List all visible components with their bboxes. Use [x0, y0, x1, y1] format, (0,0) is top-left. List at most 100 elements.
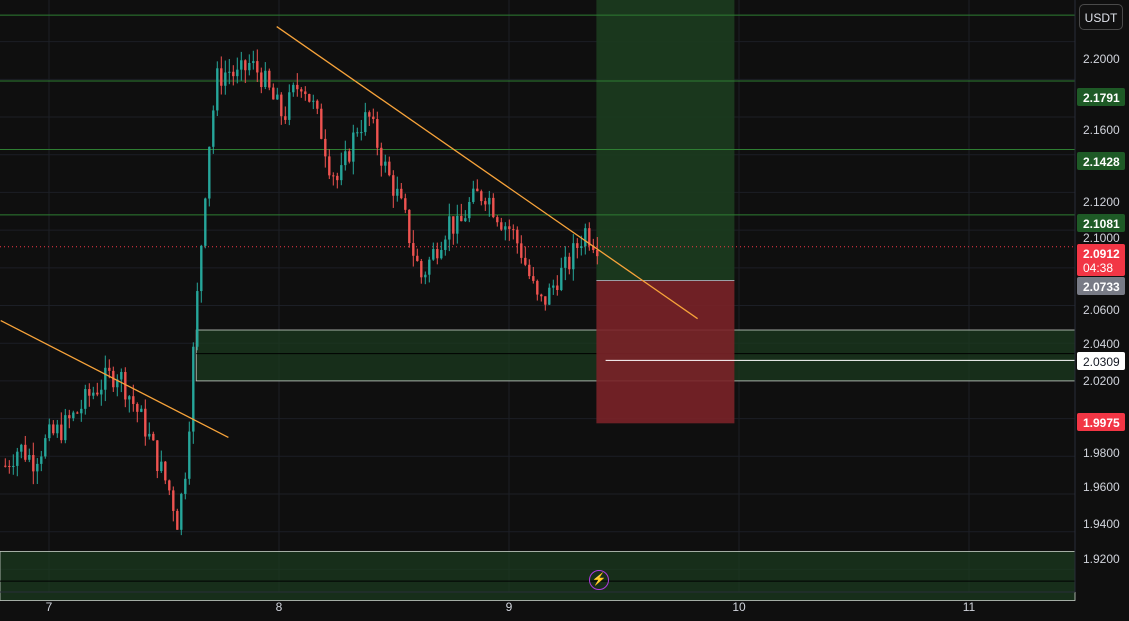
- candle-body: [564, 256, 567, 268]
- candle-body: [180, 493, 183, 530]
- candle-body: [208, 146, 211, 199]
- time-tick: 10: [732, 600, 746, 614]
- candle-body: [480, 191, 483, 202]
- price-tags: 2.1791 2.1428 2.1081 2.0912 04:38 2.0733…: [1077, 88, 1125, 431]
- candle-body: [152, 433, 155, 441]
- price-tick: 2.1000: [1083, 231, 1120, 245]
- price-scale[interactable]: 2.2000 2.1600 2.1200 2.1000 2.0600 2.040…: [1083, 52, 1120, 566]
- candle-body: [532, 276, 535, 281]
- candle-body: [584, 228, 587, 247]
- currency-button[interactable]: USDT: [1079, 4, 1123, 30]
- candle-body: [488, 197, 491, 205]
- candle-body: [296, 84, 299, 90]
- candle-body: [512, 229, 515, 231]
- candle-body: [388, 161, 391, 176]
- tp2-tag: [1077, 88, 1125, 106]
- candle-body: [140, 408, 143, 412]
- candle-body: [160, 461, 163, 472]
- trendline: [276, 26, 698, 320]
- candle-body: [324, 138, 327, 157]
- tp1-tag: [1077, 152, 1125, 170]
- trendline: [0, 320, 229, 439]
- candle-body: [268, 70, 271, 88]
- candle-body: [8, 465, 11, 468]
- candle-body: [316, 100, 319, 109]
- candle-body: [492, 197, 495, 218]
- candle-body: [392, 175, 395, 196]
- candle-body: [336, 175, 339, 181]
- candle-body: [320, 108, 323, 139]
- candle-body: [408, 209, 411, 244]
- candle-body: [424, 274, 427, 278]
- candle-body: [284, 116, 287, 120]
- candle-body: [464, 218, 467, 222]
- mid-tag-label: 2.0309: [1083, 355, 1120, 369]
- candle-body: [396, 188, 399, 196]
- candle-body: [248, 62, 251, 71]
- candle-body: [264, 70, 267, 88]
- candle-body: [348, 151, 351, 162]
- time-tick: 8: [276, 600, 283, 614]
- candle-body: [472, 188, 475, 202]
- candle-body: [176, 510, 179, 530]
- candle-body: [572, 243, 575, 270]
- trendlines-layer[interactable]: [0, 26, 698, 439]
- candle-body: [328, 156, 331, 176]
- candle-body: [360, 132, 363, 134]
- candle-body: [172, 490, 175, 511]
- candle-body: [116, 379, 119, 388]
- candle-body: [216, 68, 219, 111]
- candle-body: [500, 222, 503, 230]
- time-tick: 7: [46, 600, 53, 614]
- zone-lower: [0, 551, 1076, 601]
- candle-body: [524, 257, 527, 265]
- candle-body: [84, 389, 87, 409]
- long-position-tool[interactable]: [596, 0, 735, 424]
- candle-body: [12, 465, 15, 468]
- candle-body: [236, 69, 239, 77]
- candle-body: [576, 243, 579, 248]
- candle-body: [516, 229, 519, 244]
- candle-body: [368, 112, 371, 117]
- price-tick: 2.1200: [1083, 195, 1120, 209]
- candle-body: [44, 438, 47, 457]
- candle-body: [96, 392, 99, 395]
- candle-body: [240, 60, 243, 70]
- candle-body: [508, 226, 511, 230]
- profit-area: [596, 0, 735, 281]
- candle-body: [256, 61, 259, 73]
- candle-body: [412, 243, 415, 256]
- candle-body: [220, 68, 223, 86]
- tp2-tag-label: 2.1791: [1083, 91, 1120, 105]
- candle-body: [476, 188, 479, 192]
- price-tick: 1.9200: [1083, 552, 1120, 566]
- lightning-icon[interactable]: ⚡: [589, 570, 609, 590]
- candle-body: [496, 217, 499, 223]
- candle-body: [540, 294, 543, 297]
- candle-body: [376, 118, 379, 148]
- candle-body: [36, 463, 39, 472]
- candle-body: [196, 291, 199, 347]
- horizontal-levels[interactable]: [0, 14, 1075, 361]
- candle-body: [128, 396, 131, 400]
- candle-body: [212, 110, 215, 147]
- candle-body: [440, 249, 443, 259]
- candle-body: [588, 228, 591, 246]
- candle-body: [288, 92, 291, 120]
- candle-body: [148, 433, 151, 437]
- candle-body: [416, 255, 419, 262]
- level-tag-label: 2.1081: [1083, 217, 1120, 231]
- candle-body: [592, 245, 595, 250]
- candle-body: [304, 91, 307, 95]
- candle-body: [88, 389, 91, 396]
- time-scale[interactable]: 7 8 9 10 11: [46, 600, 976, 614]
- candle-body: [560, 267, 563, 290]
- candle-body: [132, 396, 135, 404]
- candle-body: [536, 280, 539, 295]
- candle-body: [444, 239, 447, 250]
- candles-layer: [4, 49, 599, 536]
- candle-body: [372, 116, 375, 119]
- candle-body: [308, 94, 311, 102]
- candle-body: [184, 478, 187, 494]
